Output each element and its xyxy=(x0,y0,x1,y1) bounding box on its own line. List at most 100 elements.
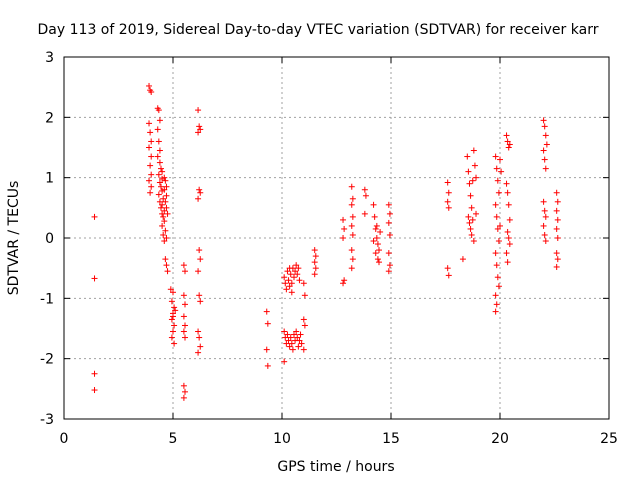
data-point xyxy=(540,117,547,124)
data-point xyxy=(505,201,512,208)
data-point xyxy=(281,274,288,281)
data-point xyxy=(195,129,202,136)
data-point xyxy=(349,231,356,238)
data-points xyxy=(91,82,561,401)
data-point xyxy=(164,268,171,275)
data-point xyxy=(466,180,473,187)
data-point xyxy=(498,168,505,175)
data-point xyxy=(293,328,300,335)
data-point xyxy=(311,247,318,254)
data-point xyxy=(195,328,202,335)
data-point xyxy=(541,156,548,163)
data-point xyxy=(468,204,475,211)
data-point xyxy=(285,277,292,284)
data-point xyxy=(386,231,393,238)
data-point xyxy=(469,216,476,223)
data-point xyxy=(286,343,293,350)
data-point xyxy=(492,201,499,208)
data-point xyxy=(466,219,473,226)
data-point xyxy=(148,171,155,178)
data-point xyxy=(196,334,203,341)
axis-ticks: 0 5 10 15 20 25 -3 -2 -1 0 1 2 3 xyxy=(40,50,618,447)
data-point xyxy=(163,262,170,269)
data-point xyxy=(295,265,302,272)
data-point xyxy=(361,210,368,217)
data-point xyxy=(288,289,295,296)
data-point xyxy=(504,228,511,235)
data-point xyxy=(470,238,477,245)
data-point xyxy=(171,340,178,347)
data-point xyxy=(373,222,380,229)
data-point xyxy=(542,213,549,220)
data-point xyxy=(171,322,178,329)
data-point xyxy=(554,235,561,241)
y-tick-label: -1 xyxy=(40,291,54,307)
data-point xyxy=(385,250,392,257)
data-point xyxy=(287,334,294,341)
data-point xyxy=(471,162,478,169)
data-point xyxy=(195,349,202,356)
data-point xyxy=(296,337,303,344)
y-tick-label: 3 xyxy=(45,50,54,66)
data-point xyxy=(386,262,393,269)
data-point xyxy=(159,201,166,208)
data-point xyxy=(147,129,154,136)
data-point xyxy=(445,272,452,279)
data-point xyxy=(371,213,378,220)
data-point xyxy=(294,271,301,278)
data-point xyxy=(504,189,511,196)
data-point xyxy=(263,346,270,353)
data-point xyxy=(361,186,368,193)
data-point xyxy=(195,107,202,114)
data-point xyxy=(197,256,204,263)
data-point xyxy=(445,189,452,196)
data-point xyxy=(162,198,169,205)
data-point xyxy=(370,238,377,245)
data-point xyxy=(301,322,308,329)
data-point xyxy=(197,126,204,133)
data-point xyxy=(290,274,297,281)
data-point xyxy=(197,343,204,350)
data-point xyxy=(504,138,511,145)
data-point xyxy=(296,277,303,284)
data-point xyxy=(295,343,302,350)
data-point xyxy=(385,201,392,208)
data-point xyxy=(300,346,307,353)
data-point xyxy=(468,231,475,238)
data-point xyxy=(542,238,549,245)
data-point xyxy=(497,156,503,163)
data-point xyxy=(167,286,174,293)
x-tick-label: 15 xyxy=(382,431,400,447)
data-point xyxy=(181,322,188,329)
data-point xyxy=(195,195,202,202)
data-point xyxy=(154,153,161,160)
data-point xyxy=(349,195,356,202)
data-point xyxy=(541,207,548,214)
data-point xyxy=(281,358,288,365)
data-point xyxy=(465,168,472,175)
data-point xyxy=(162,177,169,184)
data-point xyxy=(148,88,155,95)
data-point xyxy=(311,271,318,278)
data-point xyxy=(285,337,292,344)
data-point xyxy=(444,179,451,186)
data-point xyxy=(349,213,356,220)
data-point xyxy=(503,250,510,257)
data-point xyxy=(148,138,155,145)
data-point xyxy=(196,123,203,130)
data-point xyxy=(147,162,154,169)
x-tick-label: 5 xyxy=(169,431,178,447)
data-point xyxy=(506,241,513,248)
data-point xyxy=(348,222,355,229)
data-point xyxy=(492,153,499,160)
data-point xyxy=(541,231,548,238)
data-point xyxy=(163,204,170,211)
data-point xyxy=(146,177,153,184)
data-point xyxy=(161,186,168,193)
data-point xyxy=(300,280,307,287)
data-point xyxy=(91,387,98,394)
data-point xyxy=(473,174,480,181)
data-point xyxy=(467,225,474,232)
data-point xyxy=(553,263,560,270)
